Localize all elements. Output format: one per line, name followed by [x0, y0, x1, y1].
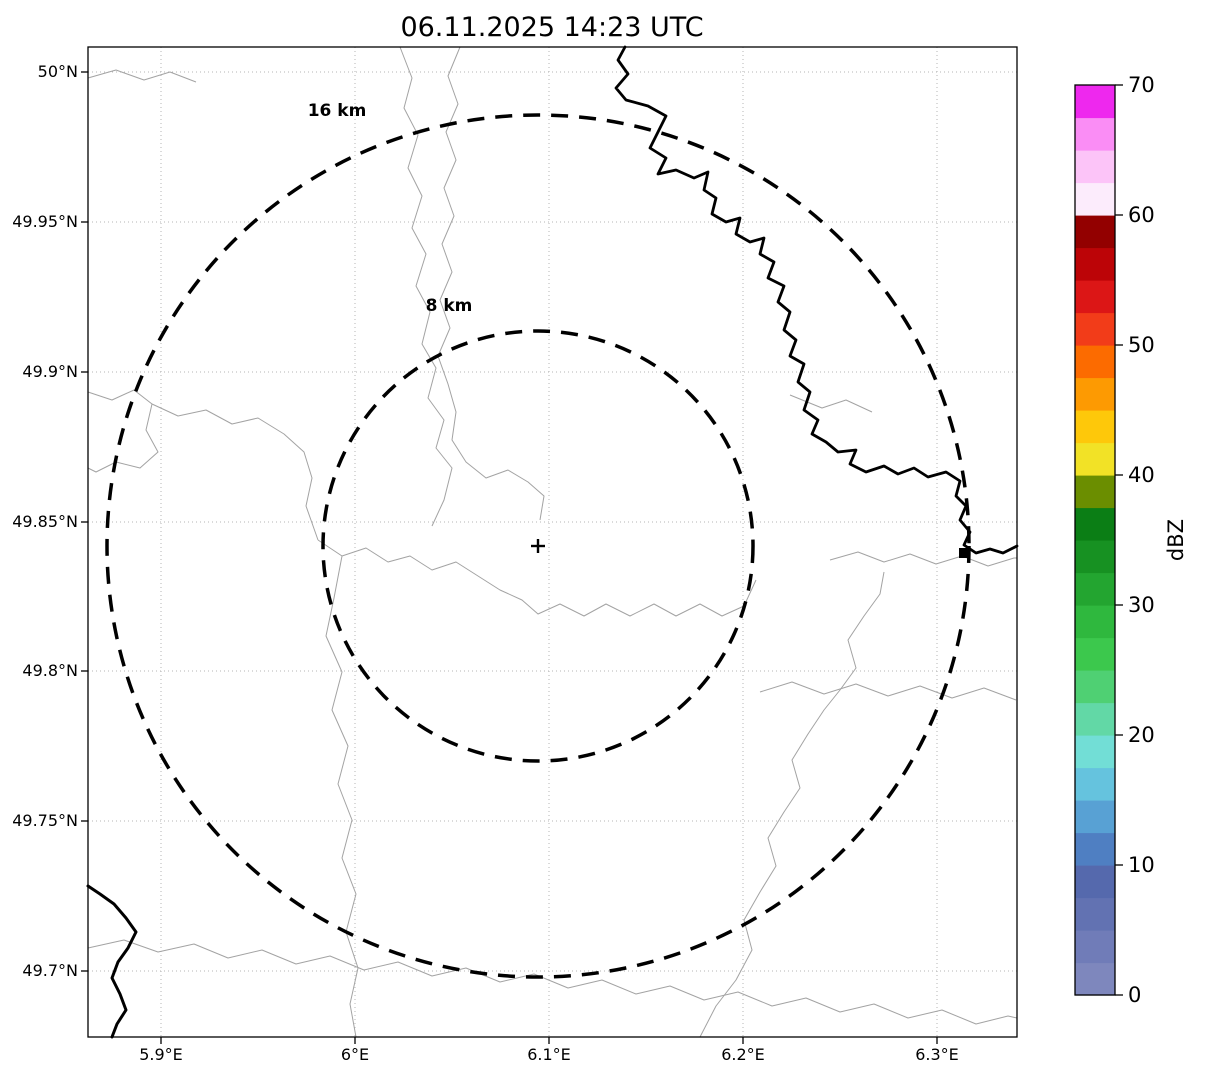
colorbar-tick-label: 20 [1128, 723, 1155, 747]
x-tick-label: 6.3°E [915, 1045, 959, 1064]
colorbar-tick-labels: 0 10 20 30 40 50 60 70 [1128, 73, 1155, 1007]
colorbar-tick-label: 70 [1128, 73, 1155, 97]
colorbar-band [1075, 312, 1115, 346]
x-tick-label: 5.9°E [139, 1045, 183, 1064]
colorbar-band [1075, 767, 1115, 801]
y-tick-label: 49.75°N [12, 811, 78, 830]
plot-title: 06.11.2025 14:23 UTC [400, 12, 703, 43]
colorbar-band [1075, 475, 1115, 509]
colorbar-tick-label: 30 [1128, 593, 1155, 617]
colorbar-band [1075, 865, 1115, 899]
colorbar-band [1075, 215, 1115, 249]
y-tick-label: 49.7°N [22, 961, 78, 980]
radar-center-marker [531, 539, 545, 553]
x-tick-label: 6.1°E [527, 1045, 571, 1064]
x-axis-labels: 5.9°E 6°E 6.1°E 6.2°E 6.3°E [139, 1045, 959, 1064]
y-tick-label: 50°N [38, 62, 78, 81]
colorbar-tick-label: 40 [1128, 463, 1155, 487]
river-line-bottom-left [86, 884, 138, 1039]
colorbar-border [1074, 84, 1116, 996]
river-square-mark [959, 548, 969, 558]
colorbar-axis-label: dBZ [1164, 519, 1188, 561]
colorbar-band [1075, 735, 1115, 769]
river-line-right [614, 45, 1019, 555]
colorbar-band [1075, 930, 1115, 964]
grid-lines [88, 47, 1017, 1037]
colorbar-band [1075, 345, 1115, 379]
y-tick-label: 49.8°N [22, 661, 78, 680]
ring-label-16km: 16 km [308, 101, 367, 121]
y-tick-label: 49.85°N [12, 512, 78, 531]
colorbar-band [1075, 150, 1115, 184]
range-ring-8km [321, 329, 755, 763]
axis-tick-marks [81, 71, 938, 1044]
map-boundaries [87, 46, 1018, 1038]
colorbar [1075, 85, 1115, 996]
colorbar-band [1075, 962, 1115, 996]
range-rings [105, 113, 971, 979]
colorbar-band [1075, 702, 1115, 736]
colorbar-band [1075, 410, 1115, 444]
colorbar-tick-label: 10 [1128, 853, 1155, 877]
colorbar-band [1075, 507, 1115, 541]
x-tick-label: 6°E [341, 1045, 369, 1064]
y-tick-label: 49.95°N [12, 212, 78, 231]
colorbar-band [1075, 540, 1115, 574]
colorbar-band [1075, 85, 1115, 119]
colorbar-tick-marks [1115, 84, 1123, 996]
colorbar-band [1075, 247, 1115, 281]
colorbar-band [1075, 637, 1115, 671]
colorbar-band [1075, 572, 1115, 606]
colorbar-band [1075, 800, 1115, 834]
colorbar-band [1075, 897, 1115, 931]
colorbar-tick-label: 0 [1128, 983, 1141, 1007]
range-ring-16km [105, 113, 971, 979]
colorbar-tick-label: 50 [1128, 333, 1155, 357]
colorbar-band [1075, 117, 1115, 151]
y-tick-label: 49.9°N [22, 362, 78, 381]
colorbar-tick-label: 60 [1128, 203, 1155, 227]
colorbar-band [1075, 832, 1115, 866]
river-border-lines [86, 45, 1019, 1039]
plot-area-border [87, 46, 1018, 1038]
colorbar-band [1075, 442, 1115, 476]
colorbar-band [1075, 377, 1115, 411]
colorbar-band [1075, 605, 1115, 639]
colorbar-band [1075, 182, 1115, 216]
x-tick-label: 6.2°E [721, 1045, 765, 1064]
ring-label-8km: 8 km [426, 296, 473, 316]
y-axis-labels: 50°N 49.95°N 49.9°N 49.85°N 49.8°N 49.75… [12, 62, 78, 980]
colorbar-band [1075, 670, 1115, 704]
colorbar-band [1075, 280, 1115, 314]
